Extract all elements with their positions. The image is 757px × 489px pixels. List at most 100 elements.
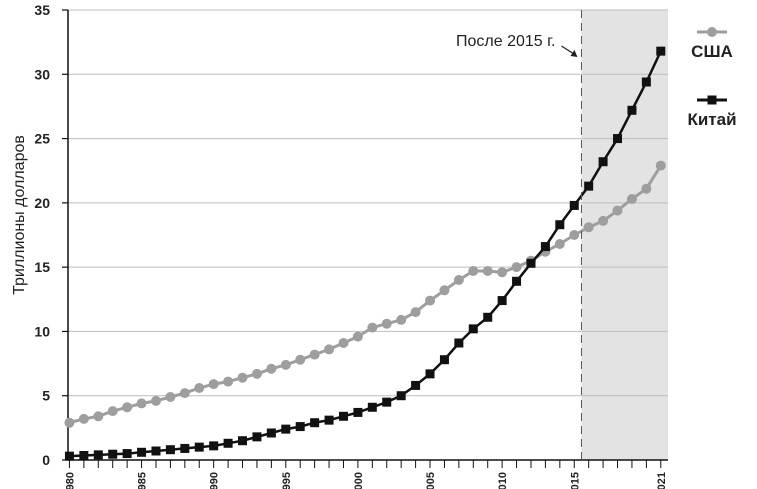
data-point: [93, 411, 104, 422]
y-tick-label: 30: [34, 66, 50, 82]
data-point: [439, 355, 449, 365]
data-point: [324, 344, 335, 355]
data-point: [411, 380, 421, 390]
data-point: [367, 402, 377, 412]
data-point: [122, 449, 132, 459]
data-point: [425, 369, 435, 379]
data-point: [194, 442, 204, 452]
data-point: [136, 398, 147, 409]
y-tick-label: 0: [42, 452, 50, 468]
data-point: [137, 447, 147, 457]
data-point: [410, 307, 421, 318]
data-point: [613, 134, 623, 144]
data-point: [641, 183, 652, 194]
x-tick-label: 2000: [353, 472, 365, 489]
data-point: [64, 451, 74, 461]
y-tick-label: 5: [42, 388, 50, 404]
data-point: [266, 363, 277, 374]
data-point: [425, 295, 436, 306]
shaded-region: [581, 10, 668, 460]
data-point: [237, 372, 248, 383]
data-point: [453, 275, 464, 285]
legend-marker: [707, 95, 717, 105]
data-point: [641, 77, 651, 87]
shaded-region-layer: [581, 10, 668, 460]
data-point: [209, 441, 219, 451]
data-point: [281, 424, 291, 434]
y-tick-label: 25: [34, 131, 50, 147]
data-point: [122, 402, 133, 413]
y-axis-label: Триллионы долларов: [11, 135, 28, 295]
data-point: [252, 432, 262, 442]
data-point: [107, 406, 118, 417]
data-point: [555, 220, 565, 230]
data-point: [482, 266, 493, 276]
data-point: [194, 383, 205, 393]
data-point: [353, 407, 363, 417]
data-point: [338, 411, 348, 421]
data-point: [439, 285, 450, 296]
data-point: [180, 443, 190, 453]
data-point: [338, 338, 349, 348]
y-tick-label: 15: [34, 259, 50, 275]
data-point: [165, 392, 176, 402]
legend-label: Китай: [687, 110, 736, 129]
data-point: [656, 46, 666, 56]
data-point: [266, 428, 276, 438]
data-point: [569, 200, 579, 210]
annotation-layer: После 2015 г.: [456, 10, 582, 460]
data-point: [483, 312, 493, 322]
data-point: [468, 324, 478, 334]
data-point: [324, 415, 334, 425]
data-point: [223, 376, 234, 387]
legend-marker: [707, 27, 717, 37]
data-point: [554, 239, 565, 249]
data-point: [468, 266, 479, 276]
data-point: [108, 449, 118, 459]
data-point: [78, 413, 89, 424]
annotation-label: После 2015 г.: [456, 33, 555, 50]
data-point: [396, 314, 407, 325]
x-tick-label: 2021: [656, 472, 668, 489]
x-tick-label: 1995: [281, 472, 293, 489]
axis-layer: 0 5 10 15 20 25 30 35 1980 1985 1990 1995 2000 2005 20…: [11, 2, 668, 489]
data-point: [454, 338, 464, 348]
data-point: [381, 318, 392, 329]
legend-label: США: [691, 42, 733, 61]
data-point: [497, 267, 508, 278]
data-point: [280, 359, 291, 370]
data-point: [583, 222, 594, 233]
data-point: [309, 349, 320, 360]
data-point: [626, 194, 637, 204]
data-point: [382, 397, 392, 407]
series-layer: [64, 46, 666, 461]
x-tick-label: 2010: [497, 472, 509, 489]
x-tick-label: 1980: [64, 472, 76, 489]
data-point: [612, 205, 623, 216]
data-point: [251, 368, 262, 379]
data-point: [150, 395, 161, 406]
data-point: [179, 388, 190, 399]
data-point: [223, 438, 233, 448]
legend: США Китай: [687, 27, 737, 129]
data-point: [540, 242, 550, 252]
data-point: [93, 450, 103, 460]
data-point: [598, 157, 608, 167]
data-point: [367, 322, 378, 333]
x-tick-label: 1985: [137, 472, 149, 489]
grid-layer: [68, 9, 668, 397]
data-point: [584, 181, 594, 191]
data-point: [569, 230, 580, 240]
data-point: [526, 258, 536, 268]
data-point: [295, 422, 305, 432]
data-point: [165, 445, 175, 455]
annotation-arrowhead: [570, 50, 578, 57]
data-point: [310, 418, 320, 428]
data-point: [598, 215, 609, 226]
data-point: [497, 296, 507, 306]
data-point: [64, 417, 75, 428]
data-point: [655, 160, 666, 171]
data-point: [627, 105, 637, 115]
data-point: [79, 451, 89, 460]
